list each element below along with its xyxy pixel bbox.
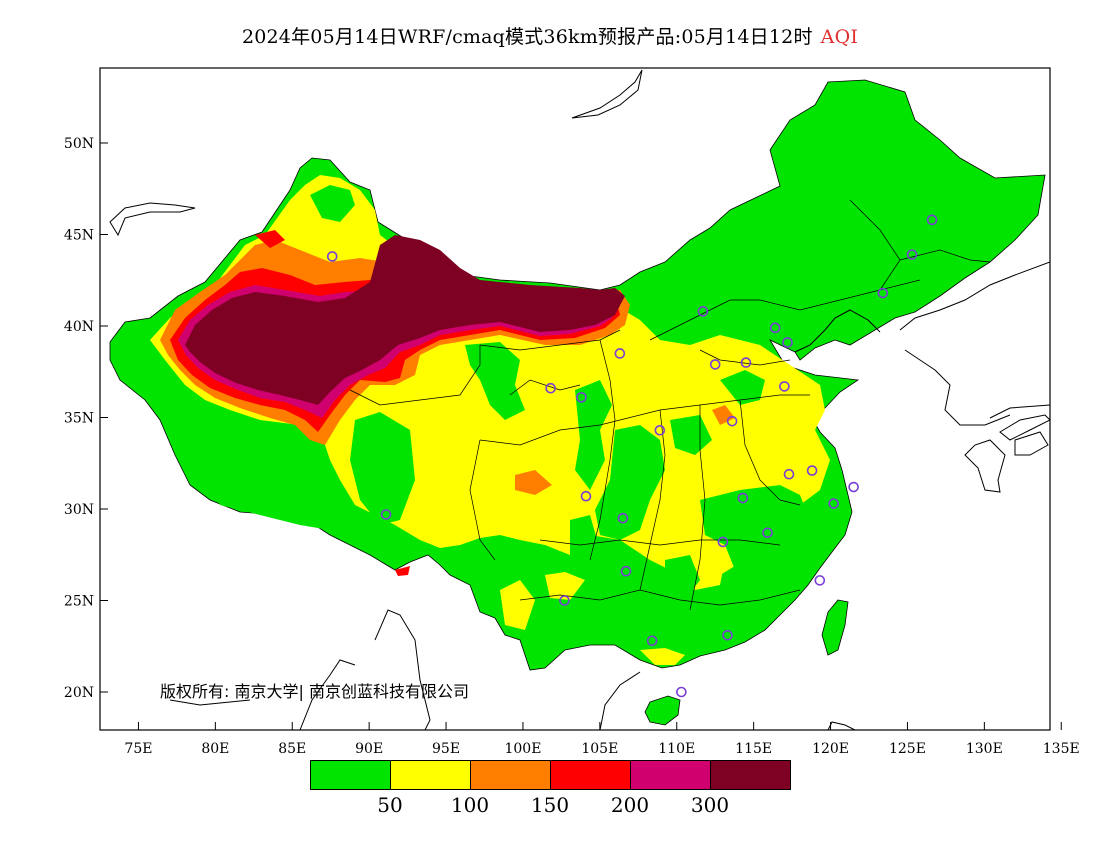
station-yinchuan-marker	[614, 348, 626, 359]
station-hefei-marker	[783, 468, 795, 480]
legend-label: 100	[450, 793, 490, 817]
lon-tick-label: 95E	[432, 741, 460, 757]
province-borders	[349, 199, 991, 611]
station-kunming-marker	[559, 595, 570, 606]
lat-tick-label: 20N	[64, 685, 94, 701]
lon-tick-label: 110E	[658, 741, 695, 757]
station-shenyang-marker	[877, 287, 889, 299]
station-changsha-marker	[717, 536, 729, 548]
longitude-axis: 75E 80E 85E 90E 95E 100E 105E 110E 115E 120E 125E 1…	[124, 722, 1080, 757]
station-guangzhou-marker	[722, 629, 733, 641]
lat-tick-label: 50N	[64, 136, 94, 152]
map-title: 2024年05月14日WRF/cmaq模式36km预报产品:05月14日12时 A…	[0, 22, 1100, 49]
station-xian-marker	[654, 425, 666, 436]
station-shanghai-marker	[848, 481, 859, 493]
legend-label: 50	[377, 793, 403, 817]
lat-tick-label: 45N	[64, 228, 94, 244]
station-lhasa-marker	[380, 509, 392, 520]
station-lanzhou-marker	[576, 392, 587, 403]
lat-tick-label: 40N	[64, 319, 94, 335]
legend-swatch	[310, 760, 391, 790]
lon-tick-label: 115E	[735, 741, 772, 757]
hainan	[644, 695, 681, 726]
lat-tick-label: 35N	[64, 411, 94, 427]
lon-tick-label: 125E	[889, 741, 926, 757]
lon-tick-label: 120E	[812, 741, 849, 757]
lon-tick-label: 130E	[966, 741, 1003, 757]
legend-swatch	[550, 760, 631, 790]
station-nanchang-marker	[762, 527, 773, 539]
lon-tick-label: 85E	[278, 741, 306, 757]
coastlines	[109, 69, 1050, 730]
taiwan	[821, 599, 849, 656]
lat-tick-label: 30N	[64, 502, 94, 518]
station-beijing-marker	[769, 322, 781, 334]
lon-tick-label: 80E	[201, 741, 229, 757]
station-urumqi-marker	[326, 251, 338, 262]
station-hohhot-marker	[697, 306, 709, 317]
station-tianjin-marker	[782, 337, 793, 348]
station-hangzhou-marker	[828, 498, 839, 509]
station-xining-marker	[545, 382, 556, 394]
region-hazardous	[185, 235, 625, 405]
pollutant-label: AQI	[820, 26, 859, 48]
station-shijiazhuang-marker	[740, 357, 752, 368]
station-changchun-marker	[906, 249, 918, 260]
color-legend	[310, 760, 791, 790]
station-fuzhou-marker	[814, 575, 826, 586]
station-harbin-marker	[926, 214, 938, 226]
station-nanning-marker	[646, 635, 658, 647]
legend-swatch	[390, 760, 471, 790]
map-frame	[99, 67, 1051, 731]
station-chengdu-marker	[580, 490, 592, 502]
station-markers	[326, 214, 938, 698]
station-chongqing-marker	[617, 512, 629, 524]
legend-label: 150	[530, 793, 570, 817]
latitude-axis: 50N 45N 40N 35N 30N 25N 20N	[64, 136, 108, 701]
station-haikou-marker	[676, 686, 687, 698]
legend-label: 200	[610, 793, 650, 817]
title-text: 2024年05月14日WRF/cmaq模式36km预报产品:05月14日12时	[241, 26, 813, 48]
station-taiyuan-marker	[709, 359, 721, 370]
station-nanjing-marker	[806, 465, 818, 476]
lon-tick-label: 135E	[1043, 741, 1080, 757]
station-zhengzhou-marker	[726, 415, 738, 427]
station-wuhan-marker	[737, 492, 749, 504]
lon-tick-label: 75E	[124, 741, 152, 757]
station-guiyang-marker	[620, 565, 632, 577]
station-jinan-marker	[779, 381, 790, 392]
legend-swatch	[630, 760, 711, 790]
lon-tick-label: 90E	[355, 741, 383, 757]
lat-tick-label: 25N	[64, 594, 94, 610]
copyright-text: 版权所有: 南京大学| 南京创蓝科技有限公司	[160, 682, 469, 701]
legend-swatch	[710, 760, 791, 790]
legend-label: 300	[690, 793, 730, 817]
legend-swatch	[470, 760, 551, 790]
lon-tick-label: 100E	[504, 741, 541, 757]
lon-tick-label: 105E	[581, 741, 618, 757]
